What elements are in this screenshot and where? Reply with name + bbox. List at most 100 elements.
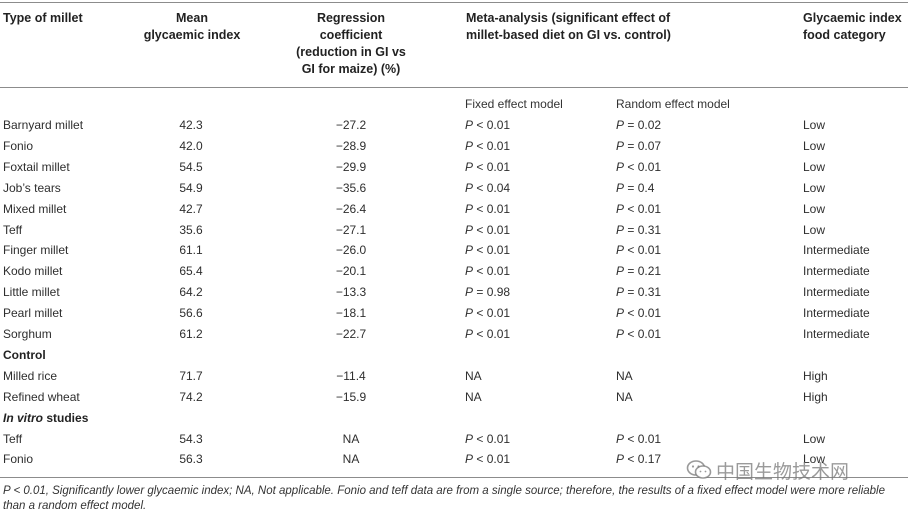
header-category-line: Glycaemic index	[803, 11, 902, 25]
fixed-effect-value: < 0.01	[473, 243, 511, 258]
p-symbol: P	[465, 138, 474, 153]
random-effect-cell: P = 0.21	[616, 261, 661, 282]
random-effect-cell: P = 0.31	[616, 220, 661, 241]
fixed-effect-cell: P < 0.01	[465, 115, 510, 136]
p-symbol: P	[616, 118, 625, 132]
header-meta-line: Meta-analysis (significant effect of	[466, 11, 671, 25]
header-meta-line: millet-based diet on GI vs. control)	[466, 28, 671, 42]
millet-name-cell: Barnyard millet	[3, 118, 84, 132]
fixed-effect-cell: P < 0.01	[465, 157, 510, 178]
fixed-effect-cell: P < 0.01	[465, 429, 510, 450]
random-effect-value: = 0.31	[624, 222, 662, 237]
table-row: Milled rice 71.7 −11.4 NA NA High	[0, 366, 908, 387]
header-rule	[0, 87, 908, 88]
fixed-effect-value: < 0.01	[473, 264, 511, 279]
table-row: Pearl millet 56.6 −18.1 P < 0.01 P < 0.01 Int…	[0, 303, 908, 324]
millet-name-cell: Teff	[3, 222, 23, 237]
random-effect-value: < 0.01	[624, 306, 662, 321]
fixed-effect-cell: P < 0.01	[465, 303, 510, 324]
random-effect-cell: P < 0.17	[616, 449, 661, 470]
gi-category-cell: Intermediate	[803, 264, 870, 279]
mean-gi-cell: 65.4	[179, 264, 203, 279]
wechat-icon	[686, 460, 712, 479]
random-effect-value: = 0.07	[624, 138, 662, 153]
header-mean: Mean glycaemic index	[140, 10, 244, 44]
gi-category-cell: Low	[803, 431, 826, 446]
mean-gi-cell: 61.1	[179, 243, 203, 258]
fixed-effect-value: = 0.98	[473, 285, 511, 300]
header-category-line: food category	[803, 28, 886, 42]
header-meta: Meta-analysis (significant effect of mil…	[466, 10, 671, 44]
millet-name-cell: Mixed millet	[3, 201, 67, 216]
regression-cell: −27.2	[335, 118, 367, 132]
random-effect-cell: P < 0.01	[616, 429, 661, 450]
table-row: Finger millet 61.1 −26.0 P < 0.01 P < 0.01 In…	[0, 240, 908, 261]
p-symbol: P	[616, 138, 625, 153]
header-mean-line: glycaemic index	[143, 28, 241, 42]
gi-category-cell: Intermediate	[803, 243, 870, 258]
p-symbol: P	[616, 201, 625, 216]
p-symbol: P	[465, 201, 474, 216]
p-symbol: P	[465, 431, 474, 446]
table-row: Mixed millet 42.7 −26.4 P < 0.01 P < 0.01 Low	[0, 199, 908, 220]
gi-category-cell: Low	[803, 180, 826, 195]
regression-cell: NA	[342, 452, 360, 467]
mean-gi-cell: 56.6	[179, 306, 203, 321]
millet-name-cell: Fonio	[3, 452, 34, 467]
random-effect-cell: P = 0.31	[616, 282, 661, 303]
millet-name-cell: Teff	[3, 431, 23, 446]
p-symbol: P	[616, 327, 625, 341]
fixed-effect-value: < 0.01	[473, 222, 511, 237]
p-symbol: P	[465, 180, 474, 195]
regression-cell: −26.0	[335, 243, 367, 258]
p-symbol: P	[465, 306, 474, 321]
section-in-vitro-italic: In vitro	[3, 410, 44, 425]
gi-category-cell: Low	[803, 159, 826, 174]
fixed-effect-cell: P < 0.01	[465, 240, 510, 261]
random-effect-value: < 0.01	[624, 431, 662, 446]
millet-name-cell: Finger millet	[3, 243, 69, 258]
random-effect-cell: NA	[616, 366, 633, 387]
random-effect-cell: P < 0.01	[616, 324, 661, 345]
table-row: Fonio 42.0 −28.9 P < 0.01 P = 0.07 Low	[0, 136, 908, 157]
random-effect-value: = 0.02	[624, 118, 662, 132]
millet-name-cell: Kodo millet	[3, 264, 63, 279]
table-footnote: P < 0.01, Significantly lower glycaemic …	[3, 485, 886, 512]
watermark-text: 中国生物技术网	[716, 460, 850, 483]
header-type: Type of millet	[3, 10, 83, 27]
p-symbol: P	[465, 118, 474, 132]
fixed-effect-cell: P < 0.01	[465, 261, 510, 282]
gi-category-cell: Low	[803, 118, 826, 132]
random-effect-value: NA	[616, 368, 633, 383]
p-symbol: P	[465, 452, 474, 467]
header-regression-line: GI for maize) (%)	[301, 62, 401, 76]
mean-gi-cell: 54.3	[179, 431, 203, 446]
random-effect-value: NA	[616, 389, 633, 404]
regression-cell: −35.6	[335, 180, 367, 195]
fixed-effect-cell: P < 0.01	[465, 324, 510, 345]
fixed-effect-value: NA	[465, 368, 482, 383]
random-effect-cell: P = 0.4	[616, 178, 654, 199]
gi-category-cell: Low	[803, 452, 826, 467]
p-symbol: P	[616, 285, 625, 300]
fixed-effect-cell: P < 0.01	[465, 220, 510, 241]
fixed-effect-value: < 0.01	[473, 159, 511, 174]
fixed-effect-value: < 0.01	[473, 306, 511, 321]
millet-name-cell: Milled rice	[3, 368, 58, 383]
section-in-vitro-rest: studies	[43, 410, 89, 425]
p-symbol: P	[616, 180, 625, 195]
header-regression-line: Regression	[316, 11, 386, 25]
mean-gi-cell: 61.2	[179, 327, 203, 341]
fixed-effect-cell: NA	[465, 366, 482, 387]
header-regression-line: coefficient	[319, 28, 383, 42]
millet-name-cell: Foxtail millet	[3, 159, 70, 174]
gi-category-cell: Intermediate	[803, 285, 870, 300]
gi-category-cell: High	[803, 368, 828, 383]
p-symbol: P	[465, 243, 474, 258]
random-effect-cell: P < 0.01	[616, 303, 661, 324]
header-regression: Regression coefficient (reduction in GI …	[286, 10, 416, 78]
table-row: Refined wheat 74.2 −15.9 NA NA High	[0, 387, 908, 408]
p-symbol: P	[465, 222, 474, 237]
section-control: Control	[3, 347, 46, 362]
fixed-effect-value: < 0.04	[473, 180, 511, 195]
